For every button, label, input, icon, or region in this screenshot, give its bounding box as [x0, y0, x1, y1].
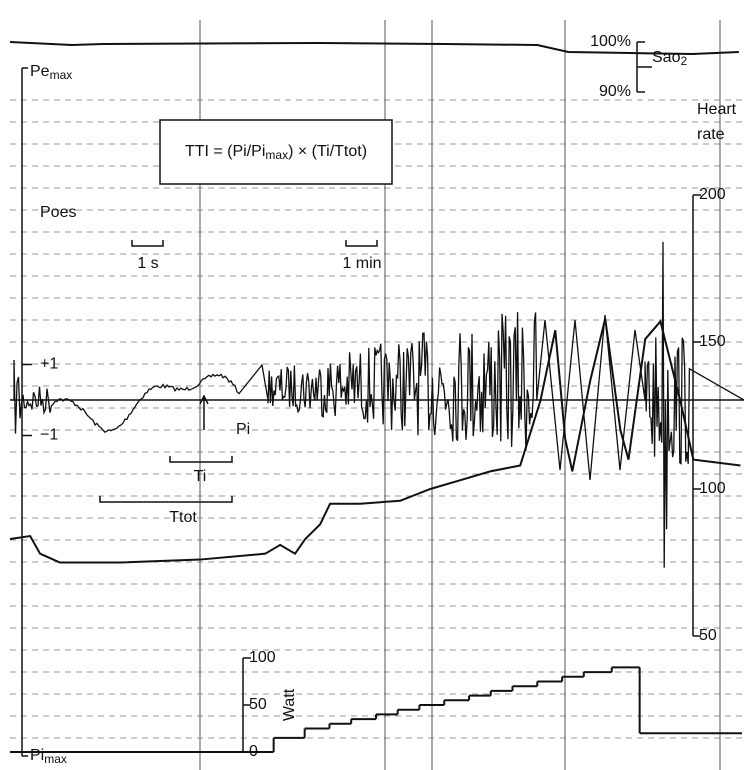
poes-tick-label: +1 — [40, 356, 58, 373]
scale-label: 1 min — [342, 255, 381, 272]
formula-box — [159, 119, 393, 185]
annotations: Pemax Pimax TTI = (Pi/Pimax) × (Ti/Ttot)… — [21, 49, 737, 766]
y-tick-label: 100 — [249, 649, 276, 666]
sao2-label: Sao2 — [652, 49, 687, 68]
poes-tick-label: −1 — [40, 427, 58, 444]
chart-paper — [10, 20, 744, 770]
pe-max-label: Pemax — [30, 63, 72, 82]
poes-trace — [10, 241, 744, 568]
y-tick-label: 50 — [249, 696, 267, 713]
ttot-bracket — [99, 496, 233, 503]
pi-max-label: Pimax — [30, 747, 67, 766]
scale-label: 1 s — [137, 255, 158, 272]
y-tick-label: 50 — [699, 627, 717, 644]
heart-rate-label: rate — [697, 126, 725, 143]
scale-bar — [345, 240, 378, 247]
poes-label: Poes — [40, 204, 76, 221]
heart-rate-line — [9, 318, 741, 564]
y-tick-label: 100 — [699, 480, 726, 497]
pi-arrow — [199, 394, 209, 430]
ti-bracket — [169, 456, 233, 463]
ttot-label: Ttot — [169, 509, 197, 526]
scale-bar — [131, 240, 164, 247]
y-tick-label: 200 — [699, 186, 726, 203]
y-tick-label: 100% — [590, 33, 631, 50]
ti-label: Ti — [194, 468, 207, 485]
watt-label: Watt — [281, 688, 298, 721]
y-tick-label: 90% — [599, 83, 631, 100]
formula: TTI = (Pi/Pimax) × (Ti/Ttot) — [185, 143, 367, 162]
y-tick-label: 150 — [699, 333, 726, 350]
heart-rate-label: Heart — [697, 101, 737, 118]
pi-label: Pi — [236, 421, 250, 438]
sao2-line — [9, 41, 739, 56]
poes-signal — [13, 241, 744, 568]
